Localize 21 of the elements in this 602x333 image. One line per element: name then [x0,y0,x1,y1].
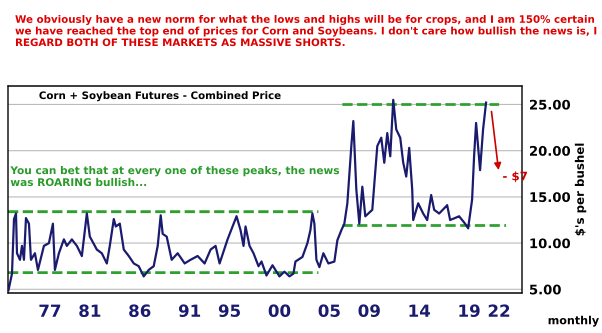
y-tick-label: 10.00 [530,238,570,248]
x-axis-title: monthly [548,316,599,327]
y-tick-label: 5.00 [530,284,561,295]
x-tick-label: 00 [268,304,290,318]
x-tick-label: 86 [129,304,150,318]
y-tick-label: 15.00 [530,192,570,202]
chart-subtitle: Corn + Soybean Futures - Combined Price [39,91,281,102]
x-tick-label: 14 [409,304,430,317]
x-tick-label: 81 [79,304,100,318]
y-tick-label: 20.00 [530,146,570,156]
chart-title: We obviously have a new norm for what the lows and highs will be for crops, and I am 150% certain we have reached the top end of prices for Corn and Soybeans. I don't care how bullish the news is, I REGARD BOTH OF THESE MARKETS AS MASSIVE SHORTS. [15,14,596,46]
y-axis-title: $'s per bushel [574,144,586,236]
x-tick-label: 05 [318,304,340,318]
x-tick-label: 95 [218,304,240,318]
x-tick-label: 22 [488,304,510,317]
x-tick-label: 19 [459,304,480,318]
x-tick-label: 09 [358,304,380,318]
x-tick-label: 77 [39,304,60,317]
x-tick-label: 91 [178,304,200,318]
y-tick-label: 25.00 [530,100,570,110]
annotation: You can bet that at every one of these peaks, the news was ROARING bullish... [10,166,340,186]
